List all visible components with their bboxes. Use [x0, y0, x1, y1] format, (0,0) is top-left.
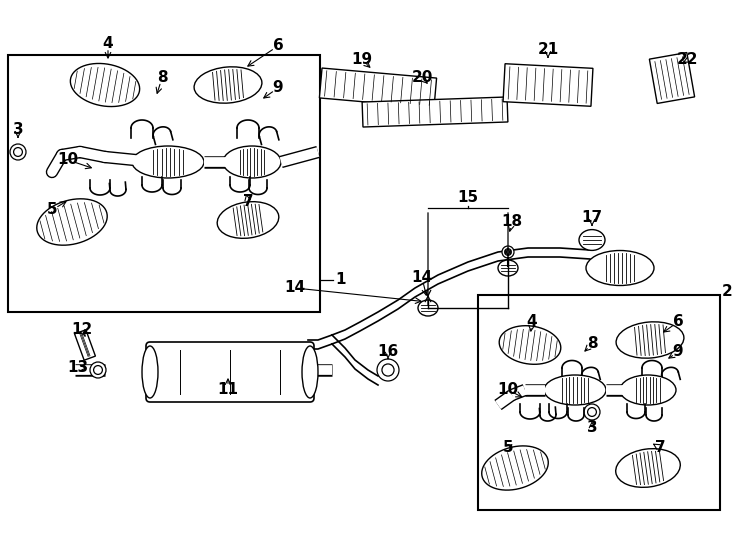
Ellipse shape: [616, 322, 684, 358]
Text: 22: 22: [677, 52, 699, 68]
Text: 19: 19: [352, 52, 373, 68]
Ellipse shape: [132, 146, 204, 178]
Text: 20: 20: [411, 71, 432, 85]
Text: 12: 12: [71, 322, 92, 338]
Circle shape: [10, 144, 26, 160]
Text: 4: 4: [527, 314, 537, 329]
Circle shape: [505, 249, 512, 255]
Text: 17: 17: [581, 211, 603, 226]
Text: 5: 5: [503, 441, 513, 456]
Text: 1: 1: [335, 273, 346, 287]
Ellipse shape: [586, 251, 654, 286]
Ellipse shape: [579, 230, 605, 251]
Text: 13: 13: [68, 361, 89, 375]
Text: 6: 6: [272, 38, 283, 53]
Ellipse shape: [217, 201, 279, 238]
Text: 18: 18: [501, 214, 523, 230]
Circle shape: [588, 408, 597, 416]
Ellipse shape: [142, 346, 158, 398]
Polygon shape: [503, 64, 593, 106]
Polygon shape: [37, 199, 107, 245]
Text: 16: 16: [377, 345, 399, 360]
Ellipse shape: [302, 346, 318, 398]
Ellipse shape: [498, 260, 518, 276]
Text: 14: 14: [285, 280, 305, 295]
Circle shape: [94, 366, 103, 374]
Polygon shape: [362, 97, 508, 127]
Text: 4: 4: [103, 37, 113, 51]
Ellipse shape: [620, 375, 676, 405]
Bar: [478, 295, 720, 510]
Text: 7: 7: [655, 441, 665, 456]
Text: 10: 10: [498, 382, 518, 397]
Polygon shape: [75, 330, 95, 360]
Text: 10: 10: [57, 152, 79, 167]
Polygon shape: [650, 52, 694, 104]
Ellipse shape: [194, 67, 262, 103]
Text: 2: 2: [722, 285, 733, 300]
Circle shape: [377, 359, 399, 381]
Text: 7: 7: [243, 194, 253, 210]
Polygon shape: [319, 68, 437, 108]
Polygon shape: [70, 64, 139, 106]
Text: 8: 8: [586, 336, 597, 352]
Text: 11: 11: [217, 382, 239, 397]
Ellipse shape: [544, 375, 606, 405]
Text: 14: 14: [412, 271, 432, 286]
Polygon shape: [499, 326, 561, 365]
Text: 9: 9: [273, 80, 283, 96]
Circle shape: [90, 362, 106, 378]
Ellipse shape: [223, 146, 281, 178]
FancyBboxPatch shape: [146, 342, 314, 402]
Circle shape: [502, 246, 514, 258]
Text: 8: 8: [156, 71, 167, 85]
Bar: [8, 55, 320, 312]
Ellipse shape: [616, 449, 680, 488]
Text: 15: 15: [457, 191, 479, 206]
Text: 6: 6: [672, 314, 683, 329]
Text: 9: 9: [672, 345, 683, 360]
Circle shape: [584, 404, 600, 420]
Text: 3: 3: [586, 421, 597, 435]
Text: 3: 3: [12, 123, 23, 138]
Text: 21: 21: [537, 43, 559, 57]
Circle shape: [14, 147, 23, 157]
Text: 5: 5: [47, 202, 57, 218]
Circle shape: [382, 364, 394, 376]
Ellipse shape: [418, 300, 438, 316]
Polygon shape: [482, 446, 548, 490]
